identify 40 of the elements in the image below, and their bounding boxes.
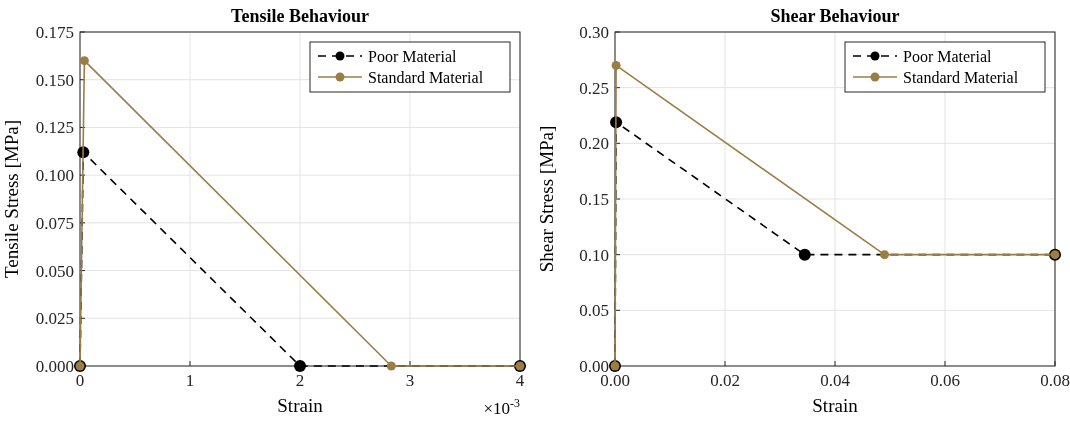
x-tick-label: 1 bbox=[185, 371, 195, 390]
x-tick-label: 0.04 bbox=[820, 371, 851, 390]
x-tick-label: 3 bbox=[405, 371, 415, 390]
y-tick-label: 0.15 bbox=[579, 189, 609, 209]
legend-label: Poor Material bbox=[903, 47, 992, 65]
y-tick-label: 0.150 bbox=[35, 70, 74, 90]
y-tick-label: 0.125 bbox=[35, 118, 74, 138]
chart-title: Tensile Behaviour bbox=[231, 6, 369, 26]
x-tick-label: 0.08 bbox=[1040, 371, 1070, 390]
x-tick-label: 0.02 bbox=[710, 371, 740, 390]
x-tick-label: 0 bbox=[75, 371, 85, 390]
legend-label: Standard Material bbox=[368, 68, 484, 86]
point bbox=[294, 360, 306, 372]
point bbox=[798, 248, 811, 261]
y-tick-label: 0.05 bbox=[579, 301, 609, 321]
y-tick-label: 0.25 bbox=[579, 78, 609, 98]
y-axis-title: Tensile Stress [MPa] bbox=[1, 119, 22, 279]
x-tick-label: 4 bbox=[515, 371, 525, 390]
y-axis-title: Shear Stress [MPa] bbox=[536, 125, 557, 273]
y-tick-label: 0.075 bbox=[35, 213, 74, 233]
point bbox=[880, 250, 889, 260]
y-tick-label: 0.20 bbox=[579, 134, 609, 154]
legend-label: Standard Material bbox=[903, 68, 1019, 86]
point bbox=[79, 56, 89, 66]
text: ×10$^{-3}$ bbox=[483, 396, 521, 418]
y-tick-label: 0.10 bbox=[579, 245, 609, 265]
y-tick-label: 0.050 bbox=[35, 261, 74, 281]
y-tick-label: 0.100 bbox=[35, 166, 74, 186]
chart-title: Shear Behaviour bbox=[770, 6, 900, 26]
x-tick-label: 2 bbox=[295, 371, 305, 390]
point bbox=[611, 60, 621, 70]
point bbox=[386, 361, 396, 371]
y-tick-label: 0.025 bbox=[35, 309, 74, 329]
y-tick-label: 0.175 bbox=[35, 22, 74, 42]
y-tick-label: 0.000 bbox=[35, 356, 74, 376]
legend-label: Poor Material bbox=[368, 47, 457, 65]
y-tick-label: 0.30 bbox=[579, 22, 609, 42]
x-tick-label: 0.06 bbox=[930, 371, 960, 390]
x-axis-title: Strain bbox=[277, 395, 324, 416]
x-axis-title: Strain bbox=[812, 395, 859, 416]
